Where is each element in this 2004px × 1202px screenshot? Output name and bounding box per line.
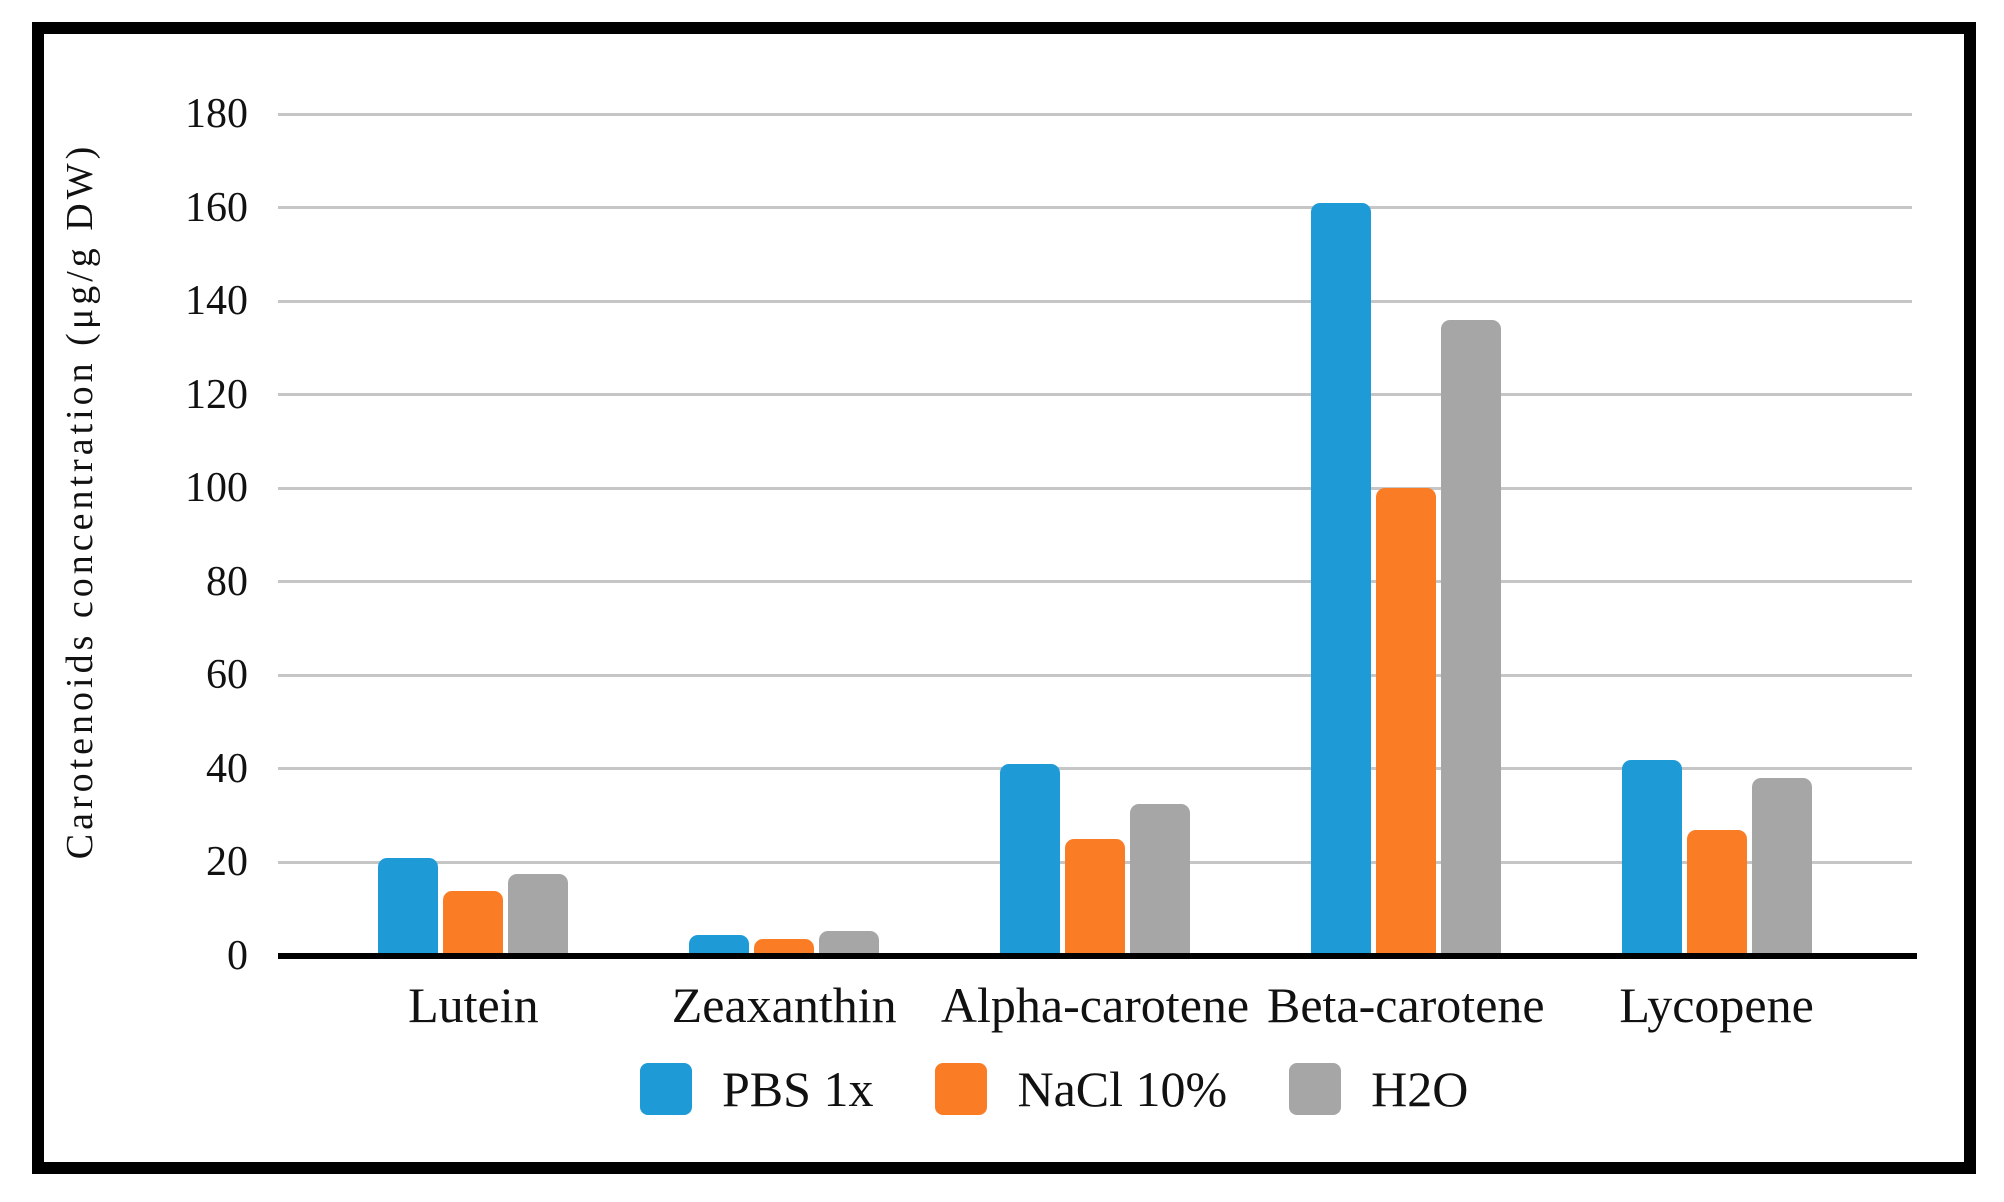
- y-tick-label-0: 0: [227, 933, 248, 979]
- bar-pbs-1x-zeaxanthin: [689, 934, 750, 956]
- category-label-beta-carotene: Beta-carotene: [1267, 977, 1545, 1033]
- bar-h2o-zeaxanthin: [819, 931, 880, 956]
- y-tick-label-180: 180: [185, 91, 248, 137]
- legend-item-nacl-10: NaCl 10%: [935, 1063, 1227, 1115]
- bar-pbs-1x-lycopene: [1621, 759, 1682, 956]
- bar-h2o-lutein: [508, 874, 569, 956]
- category-label-lutein: Lutein: [408, 977, 539, 1033]
- gridline-140: [278, 299, 1912, 303]
- category-label-lycopene: Lycopene: [1619, 977, 1814, 1033]
- y-tick-label-120: 120: [185, 371, 248, 418]
- gridline-160: [278, 206, 1912, 210]
- gridline-80: [278, 580, 1912, 584]
- y-tick-label-160: 160: [185, 184, 248, 231]
- gridline-40: [278, 767, 1912, 771]
- legend-label-nacl-10: NaCl 10%: [1017, 1061, 1228, 1117]
- bar-nacl-10-alpha-carotene: [1065, 839, 1125, 956]
- legend-label-h2o: H2O: [1371, 1061, 1469, 1117]
- bar-nacl-10-lycopene: [1686, 829, 1747, 956]
- legend-label-pbs-1x: PBS 1x: [722, 1061, 874, 1117]
- figure-frame: [32, 22, 1976, 1174]
- bar-nacl-10-beta-carotene: [1375, 488, 1436, 956]
- bar-h2o-beta-carotene: [1440, 319, 1501, 956]
- y-tick-label-100: 100: [185, 465, 248, 512]
- legend-item-h2o: H2O: [1289, 1063, 1468, 1115]
- bar-nacl-10-lutein: [443, 890, 504, 956]
- y-tick-label-140: 140: [185, 278, 248, 325]
- bar-h2o-alpha-carotene: [1130, 803, 1190, 956]
- legend-item-pbs-1x: PBS 1x: [640, 1063, 873, 1115]
- bar-pbs-1x-alpha-carotene: [1000, 764, 1060, 956]
- category-label-zeaxanthin: Zeaxanthin: [671, 977, 897, 1033]
- legend-swatch-nacl-10: [935, 1063, 988, 1115]
- x-axis-line: [278, 953, 1917, 959]
- y-tick-label-40: 40: [206, 745, 248, 792]
- y-tick-label-60: 60: [206, 652, 248, 699]
- y-tick-label-20: 20: [206, 839, 248, 886]
- y-tick-label-80: 80: [206, 558, 248, 605]
- gridline-120: [278, 393, 1912, 397]
- bar-h2o-lycopene: [1751, 778, 1812, 956]
- bar-pbs-1x-beta-carotene: [1310, 202, 1371, 956]
- bar-nacl-10-zeaxanthin: [754, 939, 815, 956]
- legend-swatch-pbs-1x: [640, 1063, 692, 1115]
- gridline-180: [278, 112, 1912, 116]
- gridline-60: [278, 673, 1912, 677]
- gridline-100: [278, 486, 1912, 490]
- legend: PBS 1x NaCl 10% H2O: [640, 1063, 1468, 1115]
- category-label-alpha-carotene: Alpha-carotene: [940, 977, 1250, 1033]
- bar-pbs-1x-lutein: [378, 857, 439, 956]
- legend-swatch-h2o: [1289, 1063, 1342, 1115]
